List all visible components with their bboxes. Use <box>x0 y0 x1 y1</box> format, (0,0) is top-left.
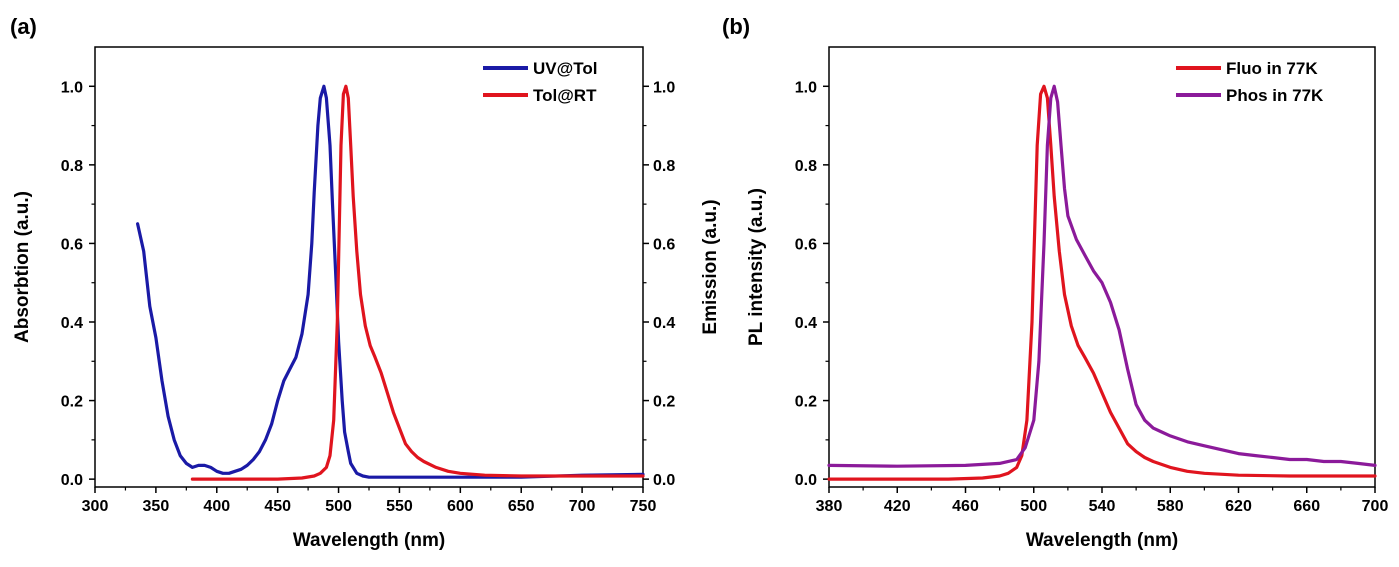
x-tick-label: 460 <box>952 498 979 515</box>
x-axis-title: Wavelength (nm) <box>293 530 445 551</box>
legend-label: Fluo in 77K <box>1226 59 1318 78</box>
x-tick-label: 580 <box>1157 498 1184 515</box>
y-tick-label: 1.0 <box>795 79 817 96</box>
panel-label: (a) <box>10 14 37 39</box>
y2-tick-label: 0.4 <box>653 315 675 332</box>
y-axis-title: PL intensity (a.u.) <box>746 188 767 346</box>
y2-tick-label: 1.0 <box>653 79 675 96</box>
panel-a: (a) 300 350 400 450 500 550 600 650 700 750 0.0 0.2 0… <box>10 14 721 551</box>
series-line-phos-in-77k <box>827 84 1377 468</box>
x-tick-label: 500 <box>325 498 352 515</box>
x-tick-label: 660 <box>1293 498 1320 515</box>
x-tick-label: 500 <box>1020 498 1047 515</box>
x-tick-label: 420 <box>884 498 911 515</box>
series-line-fluo-in-77k <box>827 84 1377 481</box>
y-tick-label: 0.0 <box>61 472 83 489</box>
x-tick-label: 350 <box>143 498 170 515</box>
x-tick-label: 750 <box>630 498 657 515</box>
y-tick-label: 0.2 <box>795 394 817 411</box>
x-tick-label: 540 <box>1089 498 1116 515</box>
x-tick-label: 400 <box>203 498 230 515</box>
y-tick-label: 1.0 <box>61 79 83 96</box>
y2-tick-label: 0.6 <box>653 236 675 253</box>
y-tick-label: 0.8 <box>61 158 83 175</box>
x-axis-title: Wavelength (nm) <box>1026 530 1178 551</box>
x-tick-label: 700 <box>569 498 596 515</box>
y2-tick-label: 0.8 <box>653 158 675 175</box>
x-tick-label: 380 <box>816 498 843 515</box>
legend-label: UV@Tol <box>533 59 597 78</box>
y-tick-label: 0.6 <box>795 236 817 253</box>
x-tick-label: 620 <box>1225 498 1252 515</box>
y2-tick-label: 0.0 <box>653 472 675 489</box>
x-tick-label: 300 <box>82 498 109 515</box>
panel-b: (b) 380 420 460 500 540 580 620 660 700 0.0 0.2 0.4 0… <box>722 14 1388 551</box>
y-axis-title: Absorbtion (a.u.) <box>12 191 33 343</box>
series-line-tol-rt <box>190 84 645 481</box>
legend-label: Phos in 77K <box>1226 86 1324 105</box>
y-tick-label: 0.6 <box>61 236 83 253</box>
legend-label: Tol@RT <box>533 86 597 105</box>
panel-label: (b) <box>722 14 750 39</box>
y2-axis-title: Emission (a.u.) <box>700 199 721 334</box>
series-line-uv-tol <box>136 84 645 479</box>
plot-frame <box>94 46 644 488</box>
y-tick-label: 0.4 <box>61 315 83 332</box>
x-tick-label: 550 <box>386 498 413 515</box>
x-tick-label: 700 <box>1362 498 1389 515</box>
x-tick-label: 600 <box>447 498 474 515</box>
x-tick-label: 650 <box>508 498 535 515</box>
y-tick-label: 0.4 <box>795 315 817 332</box>
y-tick-label: 0.2 <box>61 394 83 411</box>
plot-frame <box>828 46 1376 488</box>
y-tick-label: 0.8 <box>795 158 817 175</box>
y-tick-label: 0.0 <box>795 472 817 489</box>
y2-tick-label: 0.2 <box>653 394 675 411</box>
x-tick-label: 450 <box>264 498 291 515</box>
